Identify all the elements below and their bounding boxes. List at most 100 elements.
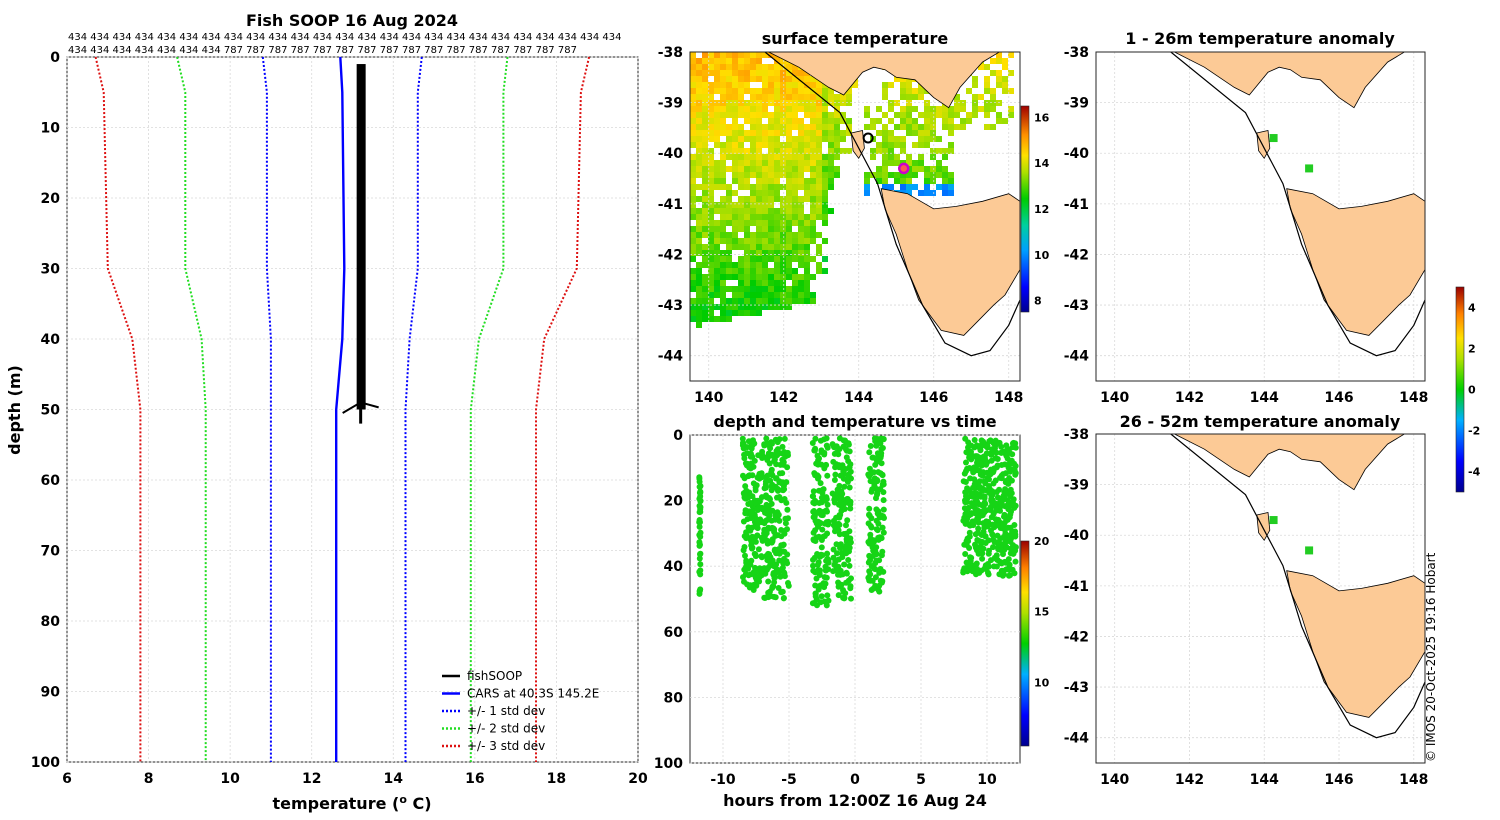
sst-pixel — [900, 136, 906, 142]
sst-pixel — [756, 154, 762, 160]
sst-pixel — [918, 112, 924, 118]
sst-pixel — [792, 280, 798, 286]
sst-pixel — [738, 52, 744, 58]
surface-temperature-panel: 140 142 144 146 148-38-39-40-41-42-43-44 sur… — [658, 29, 1050, 406]
time-depth-point — [984, 475, 991, 482]
sst-pixel — [804, 94, 810, 100]
sst-pixel — [882, 148, 888, 154]
sst-pixel — [786, 190, 792, 196]
sst-pixel — [792, 256, 798, 262]
sst-pixel — [984, 124, 990, 130]
sst-pixel — [810, 106, 816, 112]
sst-pixel — [750, 292, 756, 298]
sst-pixel — [804, 178, 810, 184]
sst-pixel — [780, 70, 786, 76]
sst-pixel — [948, 130, 954, 136]
sst-pixel — [996, 58, 1002, 64]
sst-pixel — [990, 58, 996, 64]
sst-pixel — [990, 70, 996, 76]
time-depth-point — [779, 564, 786, 571]
sst-pixel — [804, 148, 810, 154]
time-depth-point — [968, 490, 975, 497]
time-depth-point — [993, 507, 999, 514]
time-depth-point — [834, 567, 841, 574]
sst-pixel — [948, 118, 954, 124]
sst-pixel — [786, 286, 792, 292]
sst-pixel — [744, 226, 750, 232]
sst-pixel — [696, 316, 702, 322]
sst-pixel — [798, 82, 804, 88]
time-depth-point — [878, 435, 885, 442]
time-depth-point — [774, 494, 780, 501]
sst-pixel — [780, 130, 786, 136]
time-depth-point — [866, 465, 873, 472]
sst-pixel — [732, 262, 738, 268]
sst-pixel — [726, 232, 732, 238]
sst-pixel — [948, 172, 954, 178]
time-depth-point — [976, 544, 982, 551]
sst-pixel — [804, 280, 810, 286]
profile-ytick-label: 60 — [41, 473, 61, 489]
sst-pixel — [834, 148, 840, 154]
sst-pixel — [816, 232, 822, 238]
time-depth-point — [999, 568, 1006, 575]
sst-pixel — [714, 316, 720, 322]
sst-pixel — [810, 298, 816, 304]
sst-pixel — [810, 232, 816, 238]
sst-pixel — [732, 310, 738, 316]
sst-pixel — [936, 172, 942, 178]
sst-pixel — [810, 130, 816, 136]
sst-pixel — [768, 280, 774, 286]
time-depth-point — [748, 538, 755, 545]
sst-pixel — [702, 280, 708, 286]
anomaly-colorbar-tick: 4 — [1468, 302, 1476, 315]
legend-label: +/- 3 std dev — [467, 739, 545, 753]
sst-pixel — [696, 208, 702, 214]
sst-pixel — [798, 238, 804, 244]
sst-pixel — [726, 154, 732, 160]
sst-pixel — [798, 298, 804, 304]
sst-pixel — [768, 268, 774, 274]
time-depth-point — [997, 547, 1004, 553]
sst-pixel — [696, 280, 702, 286]
sst-pixel — [822, 106, 828, 112]
sst-pixel — [702, 316, 708, 322]
time-depth-point — [994, 532, 1001, 539]
sst-pixel — [702, 202, 708, 208]
sst-pixel — [750, 286, 756, 292]
time-depth-point — [963, 493, 969, 500]
sst-pixel — [720, 202, 726, 208]
sst-pixel — [732, 118, 738, 124]
time-depth-point — [876, 569, 883, 576]
sst-pixel — [780, 112, 786, 118]
time-depth-point — [764, 472, 771, 479]
sst-pixel — [804, 226, 810, 232]
sst-pixel — [720, 286, 726, 292]
anomaly-colorbar-tick: -2 — [1468, 425, 1480, 438]
sst-pixel — [756, 238, 762, 244]
sst-pixel — [702, 232, 708, 238]
sst-pixel — [786, 94, 792, 100]
sst-pixel — [960, 106, 966, 112]
time-depth-point — [771, 526, 778, 533]
sst-pixel — [888, 106, 894, 112]
sst-pixel — [726, 238, 732, 244]
sst-pixel — [792, 82, 798, 88]
sst-pixel — [732, 274, 738, 280]
sst-pixel — [1002, 76, 1008, 82]
sst-pixel — [834, 100, 840, 106]
sst-pixel — [792, 220, 798, 226]
sst-pixel — [882, 184, 888, 190]
sst-pixel — [900, 82, 906, 88]
sst-pixel — [696, 142, 702, 148]
sst-pixel — [726, 76, 732, 82]
time-ytick-label: 100 — [654, 756, 683, 772]
sst-pixel — [906, 88, 912, 94]
sst-pixel — [900, 148, 906, 154]
time-depth-point — [831, 450, 838, 457]
sst-pixel — [918, 88, 924, 94]
sst-pixel — [786, 208, 792, 214]
sst-pixel — [750, 58, 756, 64]
sst-pixel — [816, 160, 822, 166]
sst-pixel — [912, 88, 918, 94]
